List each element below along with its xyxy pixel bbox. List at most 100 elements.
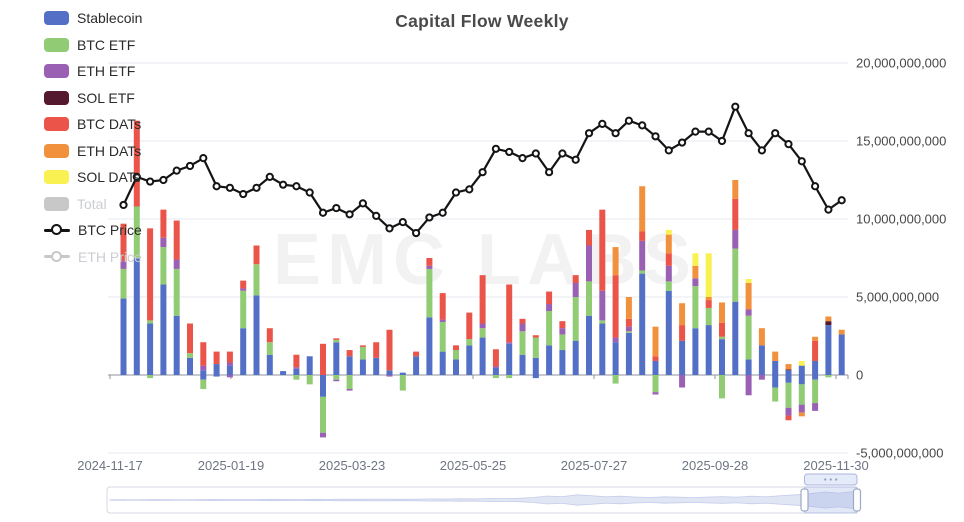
bar-segment: [599, 320, 606, 324]
datazoom-left-handle[interactable]: [800, 488, 809, 512]
bar-segment: [479, 337, 486, 375]
bar-stack-week-1[interactable]: [133, 120, 140, 375]
btc-price-point: [279, 180, 288, 189]
bar-stack-week-18[interactable]: [359, 345, 366, 375]
bar-stack-week-13[interactable]: [293, 354, 300, 380]
bar-stack-week-12[interactable]: [280, 371, 287, 375]
bar-stack-week-10[interactable]: [253, 245, 260, 375]
bar-stack-week-46[interactable]: [732, 180, 739, 375]
btc-price-point: [239, 189, 248, 199]
bar-stack-week-37[interactable]: [612, 247, 619, 384]
bar-stack-week-49[interactable]: [772, 351, 779, 402]
bar-stack-week-4[interactable]: [173, 220, 180, 375]
bar-stack-week-24[interactable]: [439, 293, 446, 375]
bar-stack-week-17[interactable]: [346, 350, 353, 391]
bar-stack-week-20[interactable]: [386, 329, 393, 377]
bar-stack-week-33[interactable]: [559, 321, 566, 375]
legend-item-eth-price[interactable]: ETH Price: [44, 250, 142, 264]
bar-stack-week-16[interactable]: [333, 338, 340, 382]
legend-item-sol-dats[interactable]: SOL DATs: [44, 170, 142, 184]
bar-stack-week-5[interactable]: [187, 323, 193, 375]
bar-segment: [306, 356, 313, 375]
bar-segment-negative: [333, 375, 340, 380]
bar-stack-week-47[interactable]: [745, 279, 752, 396]
bar-stack-week-44[interactable]: [705, 253, 712, 375]
btc-price-point: [651, 132, 660, 141]
legend-swatch-icon: [44, 117, 69, 131]
bar-stack-week-45[interactable]: [719, 302, 725, 399]
bar-segment: [439, 351, 446, 375]
datazoom-right-handle[interactable]: [852, 488, 862, 512]
bar-stack-week-29[interactable]: [506, 284, 513, 379]
bar-stack-week-26[interactable]: [466, 312, 473, 375]
bar-segment: [625, 331, 632, 333]
bar-stack-week-41[interactable]: [665, 229, 672, 375]
btc-price-point: [252, 183, 261, 192]
bar-stack-week-23[interactable]: [426, 258, 433, 375]
bar-stack-week-7[interactable]: [213, 351, 220, 377]
bar-stack-week-38[interactable]: [625, 297, 632, 375]
datazoom-selection[interactable]: [804, 486, 858, 514]
legend-item-eth-dats[interactable]: ETH DATs: [44, 143, 142, 158]
bar-segment: [453, 350, 459, 360]
bar-segment: [812, 336, 819, 341]
bar-stack-week-48[interactable]: [758, 328, 765, 380]
legend-line-marker-icon: [44, 250, 70, 264]
bar-segment-negative: [812, 403, 819, 411]
legend-item-total[interactable]: Total: [44, 195, 142, 212]
legend-item-btc-etf[interactable]: BTC ETF: [44, 37, 142, 52]
bar-stack-week-22[interactable]: [413, 351, 420, 375]
btc-price-point: [159, 175, 168, 185]
bar-stack-week-53[interactable]: [825, 316, 832, 378]
bar-stack-week-42[interactable]: [679, 303, 686, 388]
bar-stack-week-19[interactable]: [373, 342, 380, 375]
legend-item-btc-price[interactable]: BTC Price: [44, 223, 142, 237]
bar-segment-negative: [200, 375, 207, 380]
bar-stack-week-51[interactable]: [798, 360, 805, 417]
bar-stack-week-30[interactable]: [519, 318, 526, 375]
bar-stack-week-8[interactable]: [226, 351, 233, 378]
bar-stack-week-54[interactable]: [838, 329, 845, 375]
bar-stack-week-9[interactable]: [240, 280, 247, 375]
bar-stack-week-28[interactable]: [492, 349, 499, 379]
bar-stack-week-32[interactable]: [546, 291, 553, 375]
bar-stack-week-39[interactable]: [639, 186, 646, 375]
legend-label: ETH ETF: [77, 63, 136, 79]
btc-price-point: [771, 129, 780, 138]
bar-segment: [160, 209, 167, 238]
bar-stack-week-0[interactable]: [120, 223, 127, 375]
bar-stack-week-15[interactable]: [320, 343, 326, 438]
bar-segment-negative: [532, 375, 539, 379]
legend-item-btc-dats[interactable]: BTC DATs: [44, 117, 142, 131]
bar-stack-week-3[interactable]: [160, 209, 167, 375]
bar-stack-week-40[interactable]: [652, 326, 659, 395]
legend-swatch-icon: [44, 11, 69, 25]
bar-stack-week-25[interactable]: [453, 345, 459, 375]
legend-item-sol-etf[interactable]: SOL ETF: [44, 90, 142, 105]
bar-stack-week-43[interactable]: [692, 253, 699, 375]
bar-segment: [665, 281, 672, 291]
bar-segment: [506, 342, 513, 344]
btc-price-point: [478, 168, 487, 177]
bar-stack-week-52[interactable]: [812, 336, 819, 411]
bar-segment: [572, 282, 579, 297]
bar-stack-week-35[interactable]: [586, 229, 592, 375]
bar-stack-week-14[interactable]: [306, 356, 313, 385]
btc-price-line[interactable]: [119, 102, 846, 238]
bar-stack-week-2[interactable]: [147, 228, 154, 379]
legend-item-eth-etf[interactable]: ETH ETF: [44, 64, 142, 78]
btc-price-point: [558, 149, 567, 158]
bar-stack-week-27[interactable]: [479, 275, 486, 375]
bar-stack-week-6[interactable]: [200, 342, 207, 390]
bar-stack-week-50[interactable]: [785, 364, 792, 421]
legend-item-stablecoin[interactable]: Stablecoin: [44, 11, 142, 25]
legend-label: Total: [77, 195, 107, 212]
bar-stack-week-21[interactable]: [399, 372, 406, 391]
bar-stack-week-34[interactable]: [572, 275, 579, 375]
bar-segment: [612, 247, 619, 276]
bar-stack-week-11[interactable]: [266, 328, 273, 375]
bar-stack-week-36[interactable]: [599, 209, 606, 375]
bar-segment: [719, 322, 725, 337]
bar-stack-week-31[interactable]: [532, 335, 539, 379]
